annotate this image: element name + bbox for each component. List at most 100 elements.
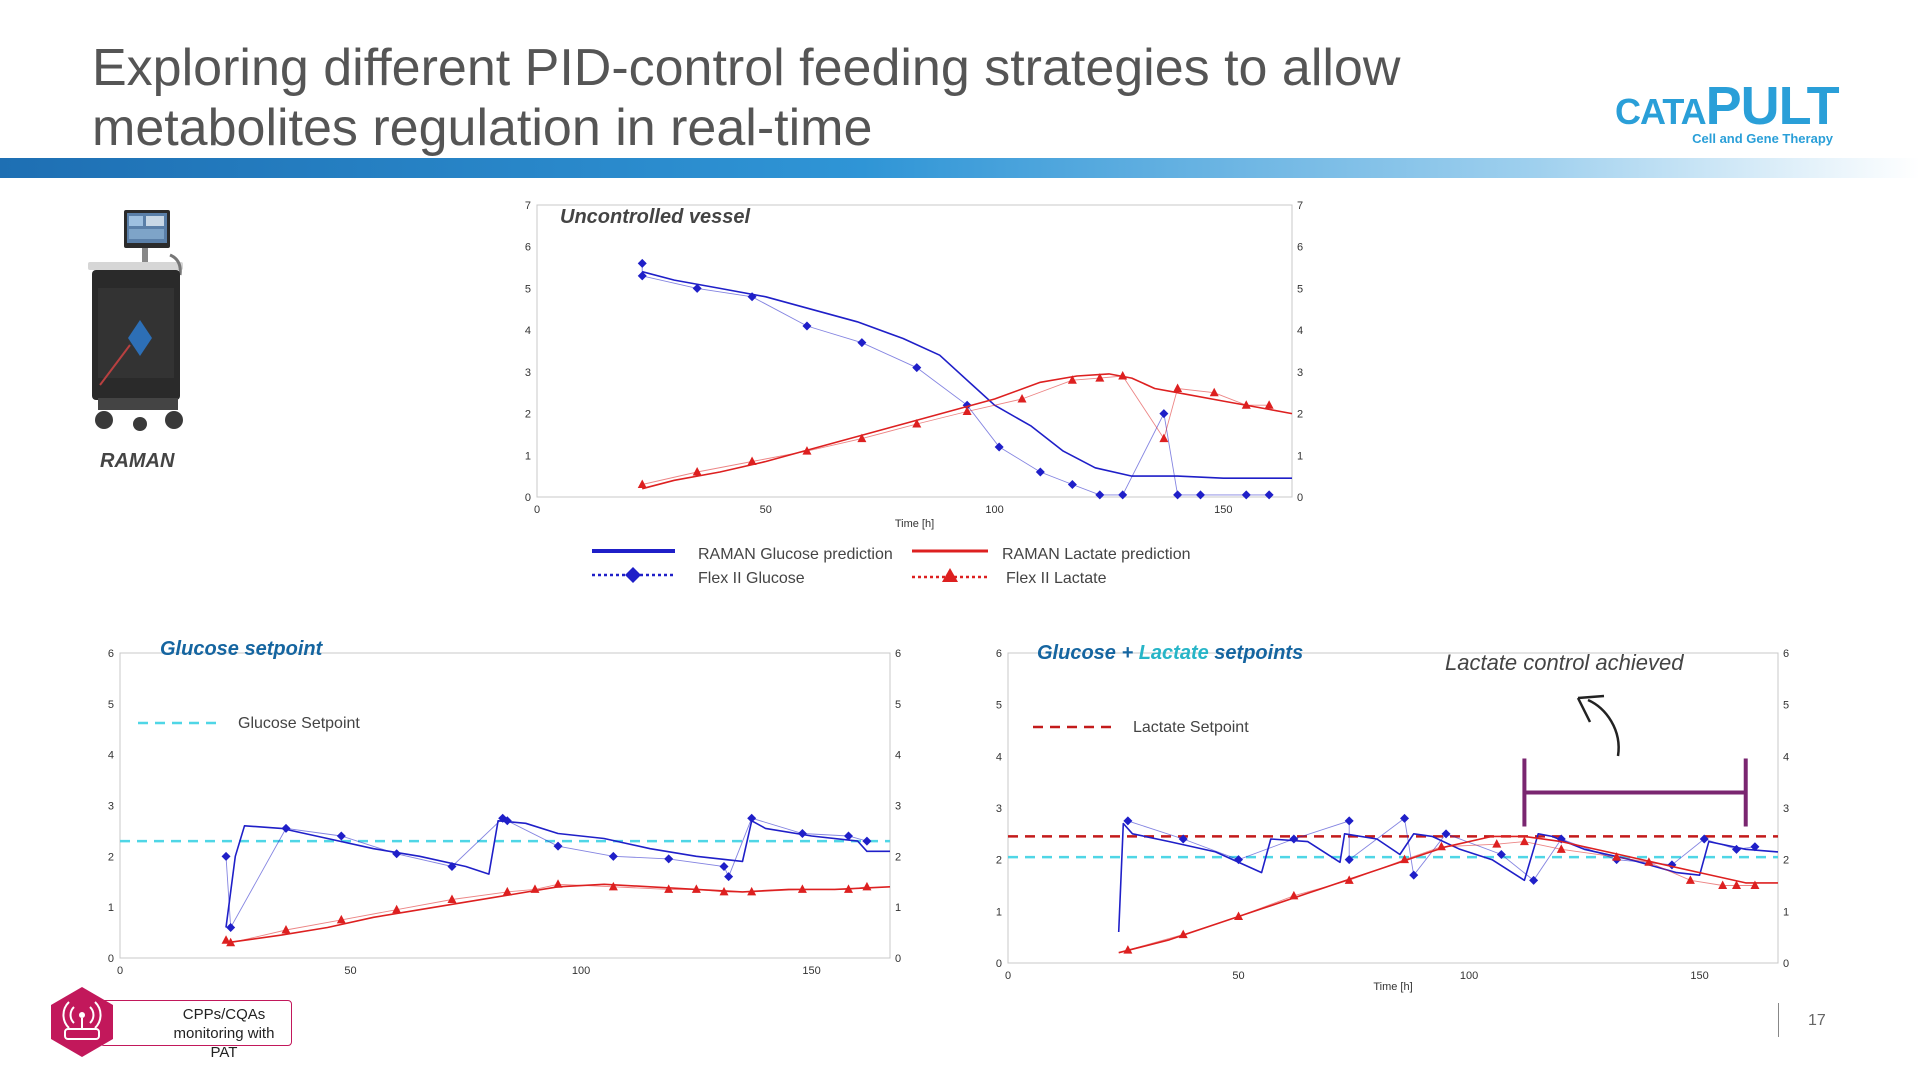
y-tick-label: 1 — [996, 906, 1002, 918]
data-point-glucose — [1195, 490, 1205, 500]
series-line — [641, 270, 1292, 480]
data-point-lactate — [1644, 857, 1654, 866]
setpoint-legend-label: Glucose Setpoint — [238, 715, 360, 732]
data-point-lactate — [1209, 387, 1219, 397]
y-tick-label: 3 — [996, 803, 1002, 815]
curved-arrow-icon — [1576, 694, 1620, 757]
page-number: 17 — [1808, 1012, 1826, 1029]
data-point-glucose — [1400, 813, 1410, 823]
chart-uncontrolled-vessel: 0 1 2 3 4 5 6 7 0 1 2 3 4 5 6 7 0 50 100 150 Time [h] Uncontr… — [525, 200, 1303, 530]
data-point-glucose — [1067, 479, 1077, 489]
data-point-glucose — [724, 872, 734, 882]
data-point-glucose — [1159, 409, 1169, 419]
page-divider — [1778, 1003, 1779, 1037]
data-point-glucose — [1123, 816, 1133, 826]
y2-tick-label: 0 — [1783, 958, 1789, 970]
y2-tick-label: 3 — [895, 801, 901, 813]
data-point-lactate — [719, 886, 729, 896]
x-tick-label: 50 — [1232, 970, 1244, 982]
x-tick-label: 50 — [760, 504, 772, 516]
data-point-glucose — [1667, 860, 1677, 870]
data-point-glucose — [1289, 834, 1299, 844]
y2-tick-label: 5 — [895, 699, 901, 711]
legend-glucose-prediction-swatch — [592, 549, 675, 553]
data-point-glucose — [692, 283, 702, 293]
y2-tick-label: 3 — [1783, 803, 1789, 815]
data-point-glucose — [1173, 490, 1183, 500]
data-point-lactate — [447, 894, 457, 904]
data-point-lactate — [797, 884, 807, 893]
data-point-glucose — [1264, 490, 1274, 500]
data-point-glucose — [719, 862, 729, 871]
data-point-lactate — [1612, 852, 1622, 861]
data-point-glucose — [747, 292, 757, 302]
y2-tick-label: 2 — [1297, 409, 1303, 421]
chart-title: Glucose + Lactate setpoints — [1037, 642, 1303, 664]
data-point-lactate — [1436, 841, 1446, 851]
chart-title-part: setpoints — [1209, 642, 1303, 664]
data-point-glucose — [502, 816, 512, 826]
data-point-glucose — [1409, 870, 1419, 880]
y2-tick-label: 1 — [1783, 906, 1789, 918]
series-marker-line — [225, 817, 868, 930]
y2-tick-label: 5 — [1783, 700, 1789, 712]
logo-wordmark: CATAPULT — [1615, 76, 1840, 136]
x-tick-label: 100 — [985, 504, 1003, 516]
data-point-lactate — [281, 925, 291, 934]
wireless-sensor-icon — [51, 987, 113, 1057]
data-point-glucose — [281, 823, 291, 833]
y2-tick-label: 4 — [895, 750, 901, 762]
y2-tick-label: 4 — [1297, 325, 1303, 337]
data-point-glucose — [392, 849, 402, 859]
y-tick-label: 2 — [108, 851, 114, 863]
x-tick-label: 150 — [802, 965, 820, 975]
legend-lactate-offline-swatch — [912, 568, 988, 582]
data-point-lactate — [747, 886, 757, 896]
data-point-glucose — [802, 321, 812, 331]
series-marker-line — [641, 263, 1270, 496]
data-point-lactate — [1241, 400, 1251, 409]
y-tick-label: 3 — [108, 801, 114, 813]
y2-tick-label: 0 — [895, 953, 901, 965]
x-tick-label: 50 — [344, 965, 356, 975]
y2-tick-label: 4 — [1783, 751, 1789, 763]
chart-title-part: Glucose — [1037, 642, 1116, 664]
data-point-lactate — [1685, 875, 1695, 884]
data-point-lactate — [692, 466, 702, 476]
y2-tick-label: 0 — [1297, 492, 1303, 504]
data-point-lactate — [1017, 393, 1027, 403]
legend-lactate-offline: Flex II Lactate — [1006, 570, 1107, 587]
data-point-glucose — [608, 851, 618, 861]
chart-title-part: + — [1116, 642, 1139, 664]
data-point-lactate — [1289, 890, 1299, 900]
y-tick-label: 5 — [525, 283, 531, 295]
data-point-lactate — [912, 419, 922, 428]
series-line — [225, 820, 890, 928]
y2-tick-label: 7 — [1297, 200, 1303, 212]
data-point-glucose — [1241, 490, 1251, 500]
data-point-lactate — [862, 881, 872, 891]
y-tick-label: 0 — [525, 492, 531, 504]
data-point-lactate — [857, 433, 867, 443]
raman-analyzer-icon — [88, 210, 183, 431]
data-point-lactate — [1234, 911, 1244, 920]
data-point-glucose — [221, 851, 231, 861]
data-point-lactate — [1519, 836, 1529, 846]
data-point-lactate — [530, 884, 540, 893]
y-tick-label: 5 — [996, 700, 1002, 712]
data-point-lactate — [664, 884, 674, 893]
x-axis-label: Time [h] — [895, 518, 934, 530]
data-point-glucose — [1344, 855, 1354, 865]
x-tick-label: 100 — [1460, 970, 1478, 982]
legend-glucose-prediction: RAMAN Glucose prediction — [698, 546, 893, 563]
y-tick-label: 1 — [525, 450, 531, 462]
data-point-glucose — [637, 258, 647, 268]
y-tick-label: 6 — [108, 648, 114, 660]
data-point-lactate — [802, 446, 812, 455]
x-tick-label: 0 — [1005, 970, 1011, 982]
data-point-lactate — [1732, 880, 1742, 889]
x-axis-label: Time [h] — [1373, 981, 1412, 993]
setpoint-legend-label: Lactate Setpoint — [1133, 719, 1249, 736]
data-point-glucose — [1178, 834, 1188, 844]
y-tick-label: 3 — [525, 367, 531, 379]
